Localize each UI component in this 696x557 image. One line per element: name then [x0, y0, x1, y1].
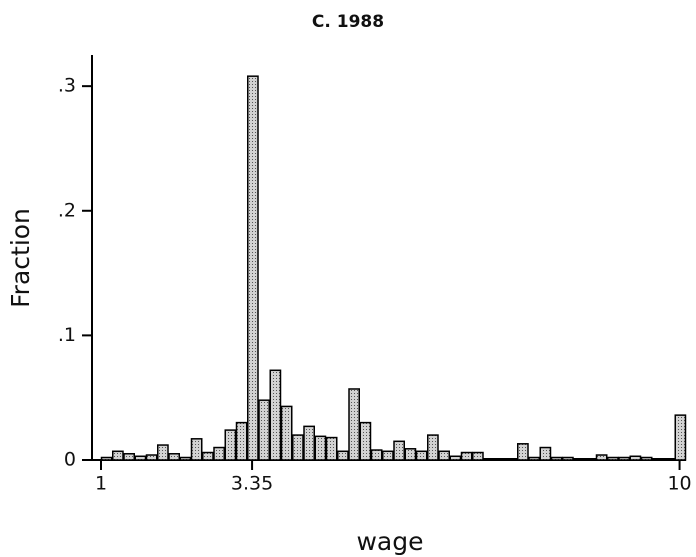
bar	[348, 388, 360, 461]
bar	[100, 456, 113, 461]
bar	[202, 451, 214, 461]
bar	[640, 456, 653, 461]
bar	[629, 455, 642, 461]
bar	[325, 436, 338, 461]
bar	[370, 449, 383, 461]
bar	[562, 456, 574, 461]
bar	[427, 434, 439, 461]
bar	[190, 438, 203, 461]
y-tick-label: .3	[58, 75, 76, 97]
bar	[573, 458, 585, 461]
bar	[314, 435, 327, 461]
bar	[303, 425, 315, 461]
bar	[393, 440, 405, 461]
bar	[472, 451, 484, 461]
bar	[382, 450, 394, 461]
bar	[224, 429, 237, 461]
bar	[404, 448, 417, 461]
bar	[494, 458, 507, 461]
bar	[539, 446, 552, 461]
bar	[607, 456, 619, 461]
bar	[415, 450, 428, 461]
bar	[112, 450, 124, 461]
bar	[584, 458, 597, 461]
bar	[258, 399, 270, 461]
bar	[235, 421, 248, 461]
bar	[550, 456, 563, 461]
bar	[157, 444, 169, 461]
bar	[213, 446, 225, 461]
x-axis-label: wage	[356, 527, 423, 556]
bar	[337, 450, 349, 461]
bar	[449, 455, 462, 461]
bar	[145, 454, 158, 461]
bar	[359, 421, 372, 461]
bar	[123, 453, 135, 461]
bar	[460, 451, 473, 461]
bar	[438, 450, 450, 461]
y-axis-label: Fraction	[6, 208, 35, 308]
x-tick-label: 10	[667, 473, 691, 495]
bar	[674, 414, 687, 461]
bar	[505, 458, 518, 461]
bar	[517, 443, 529, 461]
bar	[280, 405, 293, 461]
x-tick-label: 1	[95, 473, 107, 495]
bar	[528, 456, 540, 461]
y-tick-label: .2	[58, 199, 76, 221]
bar	[618, 456, 630, 461]
y-tick-label: 0	[64, 449, 76, 471]
bar	[269, 369, 282, 461]
chart-title: C. 1988	[312, 12, 384, 32]
bar	[652, 458, 664, 461]
bar	[663, 458, 675, 461]
bar	[247, 75, 259, 461]
bar	[483, 458, 495, 461]
x-tick-label: 3.35	[231, 473, 273, 495]
bar	[595, 454, 608, 461]
y-tick-label: .1	[58, 324, 76, 346]
bar	[168, 453, 180, 461]
bar	[134, 455, 147, 461]
bar	[292, 434, 304, 461]
bar	[179, 456, 192, 461]
